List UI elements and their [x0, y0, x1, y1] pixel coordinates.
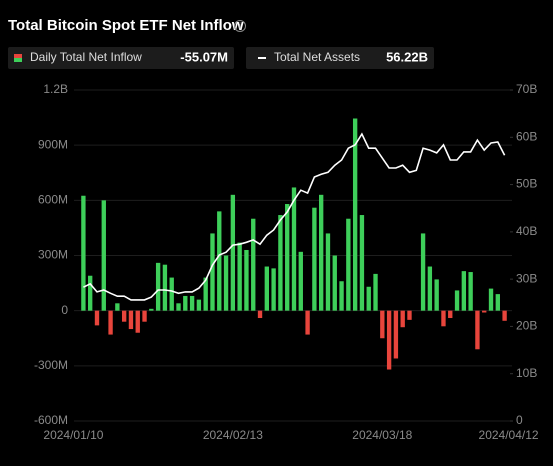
legend-box: [8, 47, 234, 69]
bar: [244, 249, 249, 311]
x-tick-label: 2024/03/18: [352, 428, 412, 442]
y-tick-label: 0: [61, 303, 68, 317]
bar: [285, 204, 290, 311]
bar: [359, 215, 365, 311]
bar: [488, 288, 494, 311]
bar: [108, 310, 113, 335]
bar: [393, 310, 399, 359]
bar: [461, 271, 467, 311]
bar: [101, 200, 106, 311]
legend-label: Daily Total Net Inflow: [30, 50, 142, 64]
bar: [196, 299, 202, 311]
legend-box: [246, 47, 434, 69]
bar: [135, 310, 140, 333]
bar: [176, 303, 181, 311]
bar: [502, 310, 507, 321]
bar: [189, 295, 195, 311]
legend-swatch: [14, 58, 22, 62]
bar: [366, 286, 371, 311]
bar: [271, 268, 276, 311]
y-tick-label: 900M: [38, 137, 68, 151]
bar: [94, 310, 100, 326]
bar: [380, 310, 385, 339]
y2-tick-label: 60B: [516, 129, 537, 143]
y2-tick-label: 40B: [516, 224, 537, 238]
y-tick-label: -600M: [34, 413, 68, 427]
bar: [128, 310, 134, 330]
bar: [468, 272, 473, 311]
bar: [312, 207, 317, 311]
bar: [183, 295, 188, 311]
y2-tick-label: 70B: [516, 82, 537, 96]
y-tick-label: 1.2B: [43, 82, 68, 96]
legend-value: -55.07M: [180, 49, 228, 64]
chart-title: Total Bitcoin Spot ETF Net Inflow: [8, 17, 244, 34]
bar: [386, 310, 392, 370]
bar: [257, 310, 263, 319]
bar: [305, 310, 310, 335]
bar: [169, 277, 174, 311]
bar: [352, 118, 358, 311]
x-tick-label: 2024/02/13: [203, 428, 263, 442]
bar: [210, 233, 215, 311]
info-icon-glyph: i: [239, 20, 241, 30]
y2-tick-label: 30B: [516, 271, 537, 285]
y-tick-label: -300M: [34, 358, 68, 372]
bar: [420, 233, 426, 311]
bar: [448, 310, 453, 319]
bar: [298, 251, 303, 311]
bar: [434, 279, 439, 311]
bar: [482, 310, 487, 313]
legend-label: Total Net Assets: [274, 50, 360, 64]
line: [83, 132, 506, 301]
bar: [88, 275, 93, 311]
bar: [251, 218, 256, 311]
bar: [203, 277, 208, 311]
x-tick-label: 2024/04/12: [479, 428, 539, 442]
bar: [495, 294, 500, 311]
bar: [81, 195, 86, 311]
bar: [149, 308, 154, 311]
y2-tick-label: 0: [516, 413, 523, 427]
bar: [441, 310, 446, 327]
bar: [223, 255, 229, 311]
bar: [325, 233, 331, 311]
bar: [319, 194, 324, 311]
legend-value: 56.22B: [386, 49, 428, 64]
bar: [407, 310, 412, 320]
bar: [339, 281, 344, 311]
y-tick-label: 300M: [38, 248, 68, 262]
bar: [400, 310, 405, 328]
y2-tick-label: 20B: [516, 319, 537, 333]
bar: [237, 242, 242, 311]
y2-tick-label: 50B: [516, 177, 537, 191]
bar: [332, 255, 337, 311]
y-tick-label: 600M: [38, 193, 68, 207]
bar: [264, 266, 269, 311]
bar: [115, 303, 120, 311]
bar: [162, 264, 168, 311]
bar: [346, 218, 351, 311]
bar: [278, 215, 283, 311]
bar: [142, 310, 147, 322]
bar: [217, 211, 222, 311]
bar: [373, 273, 378, 311]
bar: [427, 266, 433, 311]
bar: [230, 194, 236, 311]
bar: [155, 262, 161, 311]
x-tick-label: 2024/01/10: [43, 428, 103, 442]
bar: [291, 187, 297, 311]
y2-tick-label: 10B: [516, 366, 537, 380]
bar: [454, 290, 460, 311]
bar: [121, 310, 127, 322]
bar: [475, 310, 480, 350]
info-icon[interactable]: [234, 20, 246, 32]
legend-swatch: [14, 54, 22, 58]
